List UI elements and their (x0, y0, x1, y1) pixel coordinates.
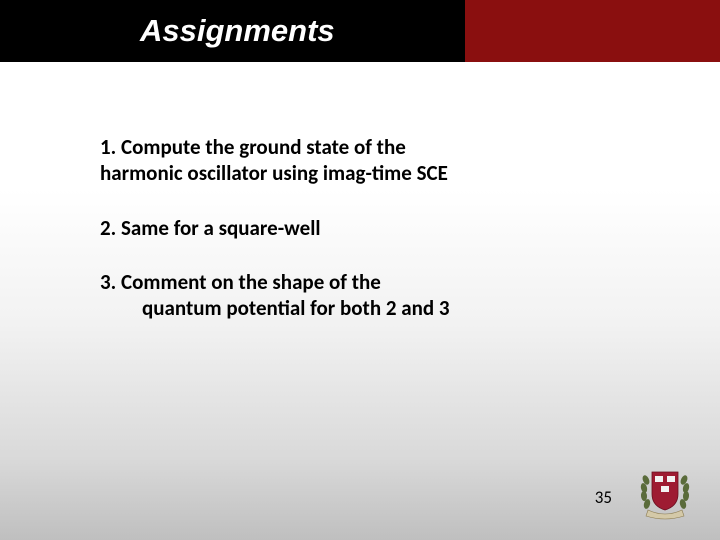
list-item: 3. Comment on the shape of the quantum p… (100, 269, 630, 322)
item-text: 3. Comment on the shape of the (100, 269, 630, 295)
list-item: 2. Same for a square-well (100, 215, 630, 241)
item-text: quantum potential for both 2 and 3 (100, 295, 630, 321)
list-item: 1. Compute the ground state of the harmo… (100, 134, 630, 187)
page-number: 35 (595, 487, 612, 508)
harvard-crest-icon (638, 460, 692, 522)
item-text: 2. Same for a square-well (100, 215, 630, 241)
title-block: Assignments (0, 0, 465, 62)
item-text: 1. Compute the ground state of the (100, 134, 630, 160)
item-text: harmonic oscillator using imag-time SCE (100, 160, 630, 186)
content-area: 1. Compute the ground state of the harmo… (0, 62, 720, 321)
page-title: Assignments (140, 13, 335, 49)
header-bar: Assignments (0, 0, 720, 62)
